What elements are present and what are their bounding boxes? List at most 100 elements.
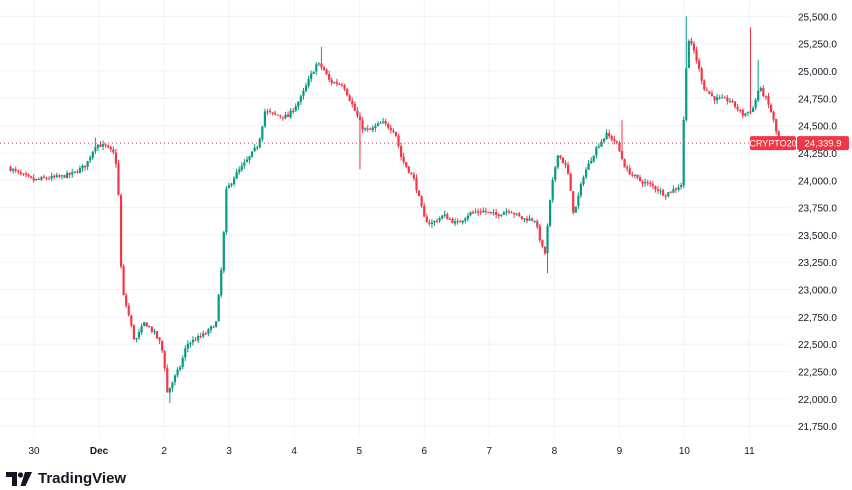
candle-body — [507, 211, 511, 213]
candle-body — [299, 96, 302, 102]
candle-body — [566, 164, 570, 174]
candle-body — [399, 146, 403, 157]
candle-body — [317, 63, 320, 65]
candle-body — [230, 183, 233, 186]
candle-body — [430, 222, 434, 225]
candle-body — [220, 270, 223, 296]
y-tick-label: 21,750.0 — [798, 422, 837, 433]
candle-body — [322, 67, 326, 70]
candle-body — [438, 218, 441, 221]
candle-body — [91, 151, 94, 158]
candle-body — [107, 145, 110, 148]
candle-body — [343, 85, 346, 90]
candle-body — [602, 138, 606, 142]
candle-body — [605, 132, 608, 139]
candle-body — [279, 115, 282, 117]
candle-body — [148, 326, 151, 328]
candle-body — [713, 96, 716, 101]
candle-body — [271, 112, 274, 114]
candle-body — [161, 341, 164, 351]
candle-body — [310, 73, 313, 80]
candle-body — [536, 221, 539, 227]
y-tick-label: 24,500.0 — [798, 122, 837, 133]
candle-body — [636, 174, 639, 178]
candle-body — [592, 155, 595, 162]
candle-body — [191, 339, 195, 343]
x-axis[interactable]: 30 Dec 2 3 4 5 6 7 8 9 10 11 — [28, 446, 755, 457]
x-tick-label: 9 — [617, 446, 623, 457]
candle-body — [474, 211, 477, 213]
candle-body — [171, 382, 174, 389]
candle-body — [703, 80, 706, 90]
candle-body — [698, 60, 701, 69]
candle-body — [587, 163, 590, 170]
candle-body — [78, 168, 82, 173]
x-tick-label: 5 — [356, 446, 362, 457]
candle-body — [708, 91, 711, 94]
candle-body — [677, 187, 680, 190]
candle-body — [525, 218, 529, 221]
candle-body — [448, 218, 451, 220]
last-price-labels: CRYPTO20 24,339.9 — [749, 136, 849, 151]
candle-body — [232, 178, 236, 185]
candle-body — [572, 191, 575, 213]
candle-body — [361, 120, 364, 130]
candle-body — [510, 212, 513, 214]
candle-body — [55, 175, 58, 177]
candle-body — [194, 340, 197, 342]
y-axis[interactable]: 25,500.0 25,250.0 25,000.0 24,750.0 24,500.0… — [798, 12, 837, 433]
candle-body — [423, 205, 426, 217]
x-tick-label: 4 — [291, 446, 297, 457]
candle-body — [692, 43, 696, 51]
candle-body — [320, 63, 323, 68]
candle-body — [613, 139, 616, 141]
candle-body — [238, 169, 241, 173]
candle-body — [559, 155, 562, 158]
candle-body — [667, 192, 670, 196]
candle-body — [32, 177, 35, 181]
candle-body — [518, 213, 521, 216]
candle-body — [250, 151, 254, 157]
candle-body — [364, 128, 367, 130]
candle-body — [315, 64, 318, 72]
candle-body — [528, 218, 531, 221]
candle-body — [212, 326, 215, 328]
x-tick-label: 30 — [28, 446, 40, 457]
x-tick-label: 2 — [161, 446, 167, 457]
candle-body — [83, 165, 87, 168]
candle-body — [767, 96, 770, 105]
candle-body — [443, 214, 446, 216]
candle-body — [30, 176, 33, 178]
candle-body — [641, 181, 644, 184]
candle-body — [759, 87, 762, 91]
candle-body — [17, 170, 20, 172]
candle-body — [351, 100, 354, 105]
candle-body — [695, 50, 698, 61]
candle-body — [754, 99, 757, 108]
candle-body — [664, 195, 667, 197]
tradingview-logo[interactable]: TradingView — [6, 470, 126, 487]
candle-body — [356, 110, 359, 116]
candle-body — [12, 169, 15, 171]
candle-body — [551, 179, 554, 200]
candle-body — [451, 218, 454, 223]
candle-body — [489, 211, 493, 213]
candle-body — [145, 322, 148, 327]
candle-body — [117, 163, 120, 195]
candle-body — [405, 162, 408, 167]
candle-body — [662, 190, 665, 196]
candle-body — [81, 165, 84, 169]
candle-body — [497, 214, 500, 216]
candle-body — [500, 214, 503, 217]
candle-body — [744, 113, 747, 116]
candle-body — [235, 172, 238, 179]
y-tick-label: 22,000.0 — [798, 395, 837, 406]
candle-body — [217, 294, 220, 322]
candle-body — [389, 127, 392, 131]
candle-body — [520, 216, 523, 219]
candle-body — [741, 109, 744, 116]
candles — [9, 16, 780, 404]
candle-body — [50, 175, 53, 179]
candle-body — [538, 226, 541, 241]
